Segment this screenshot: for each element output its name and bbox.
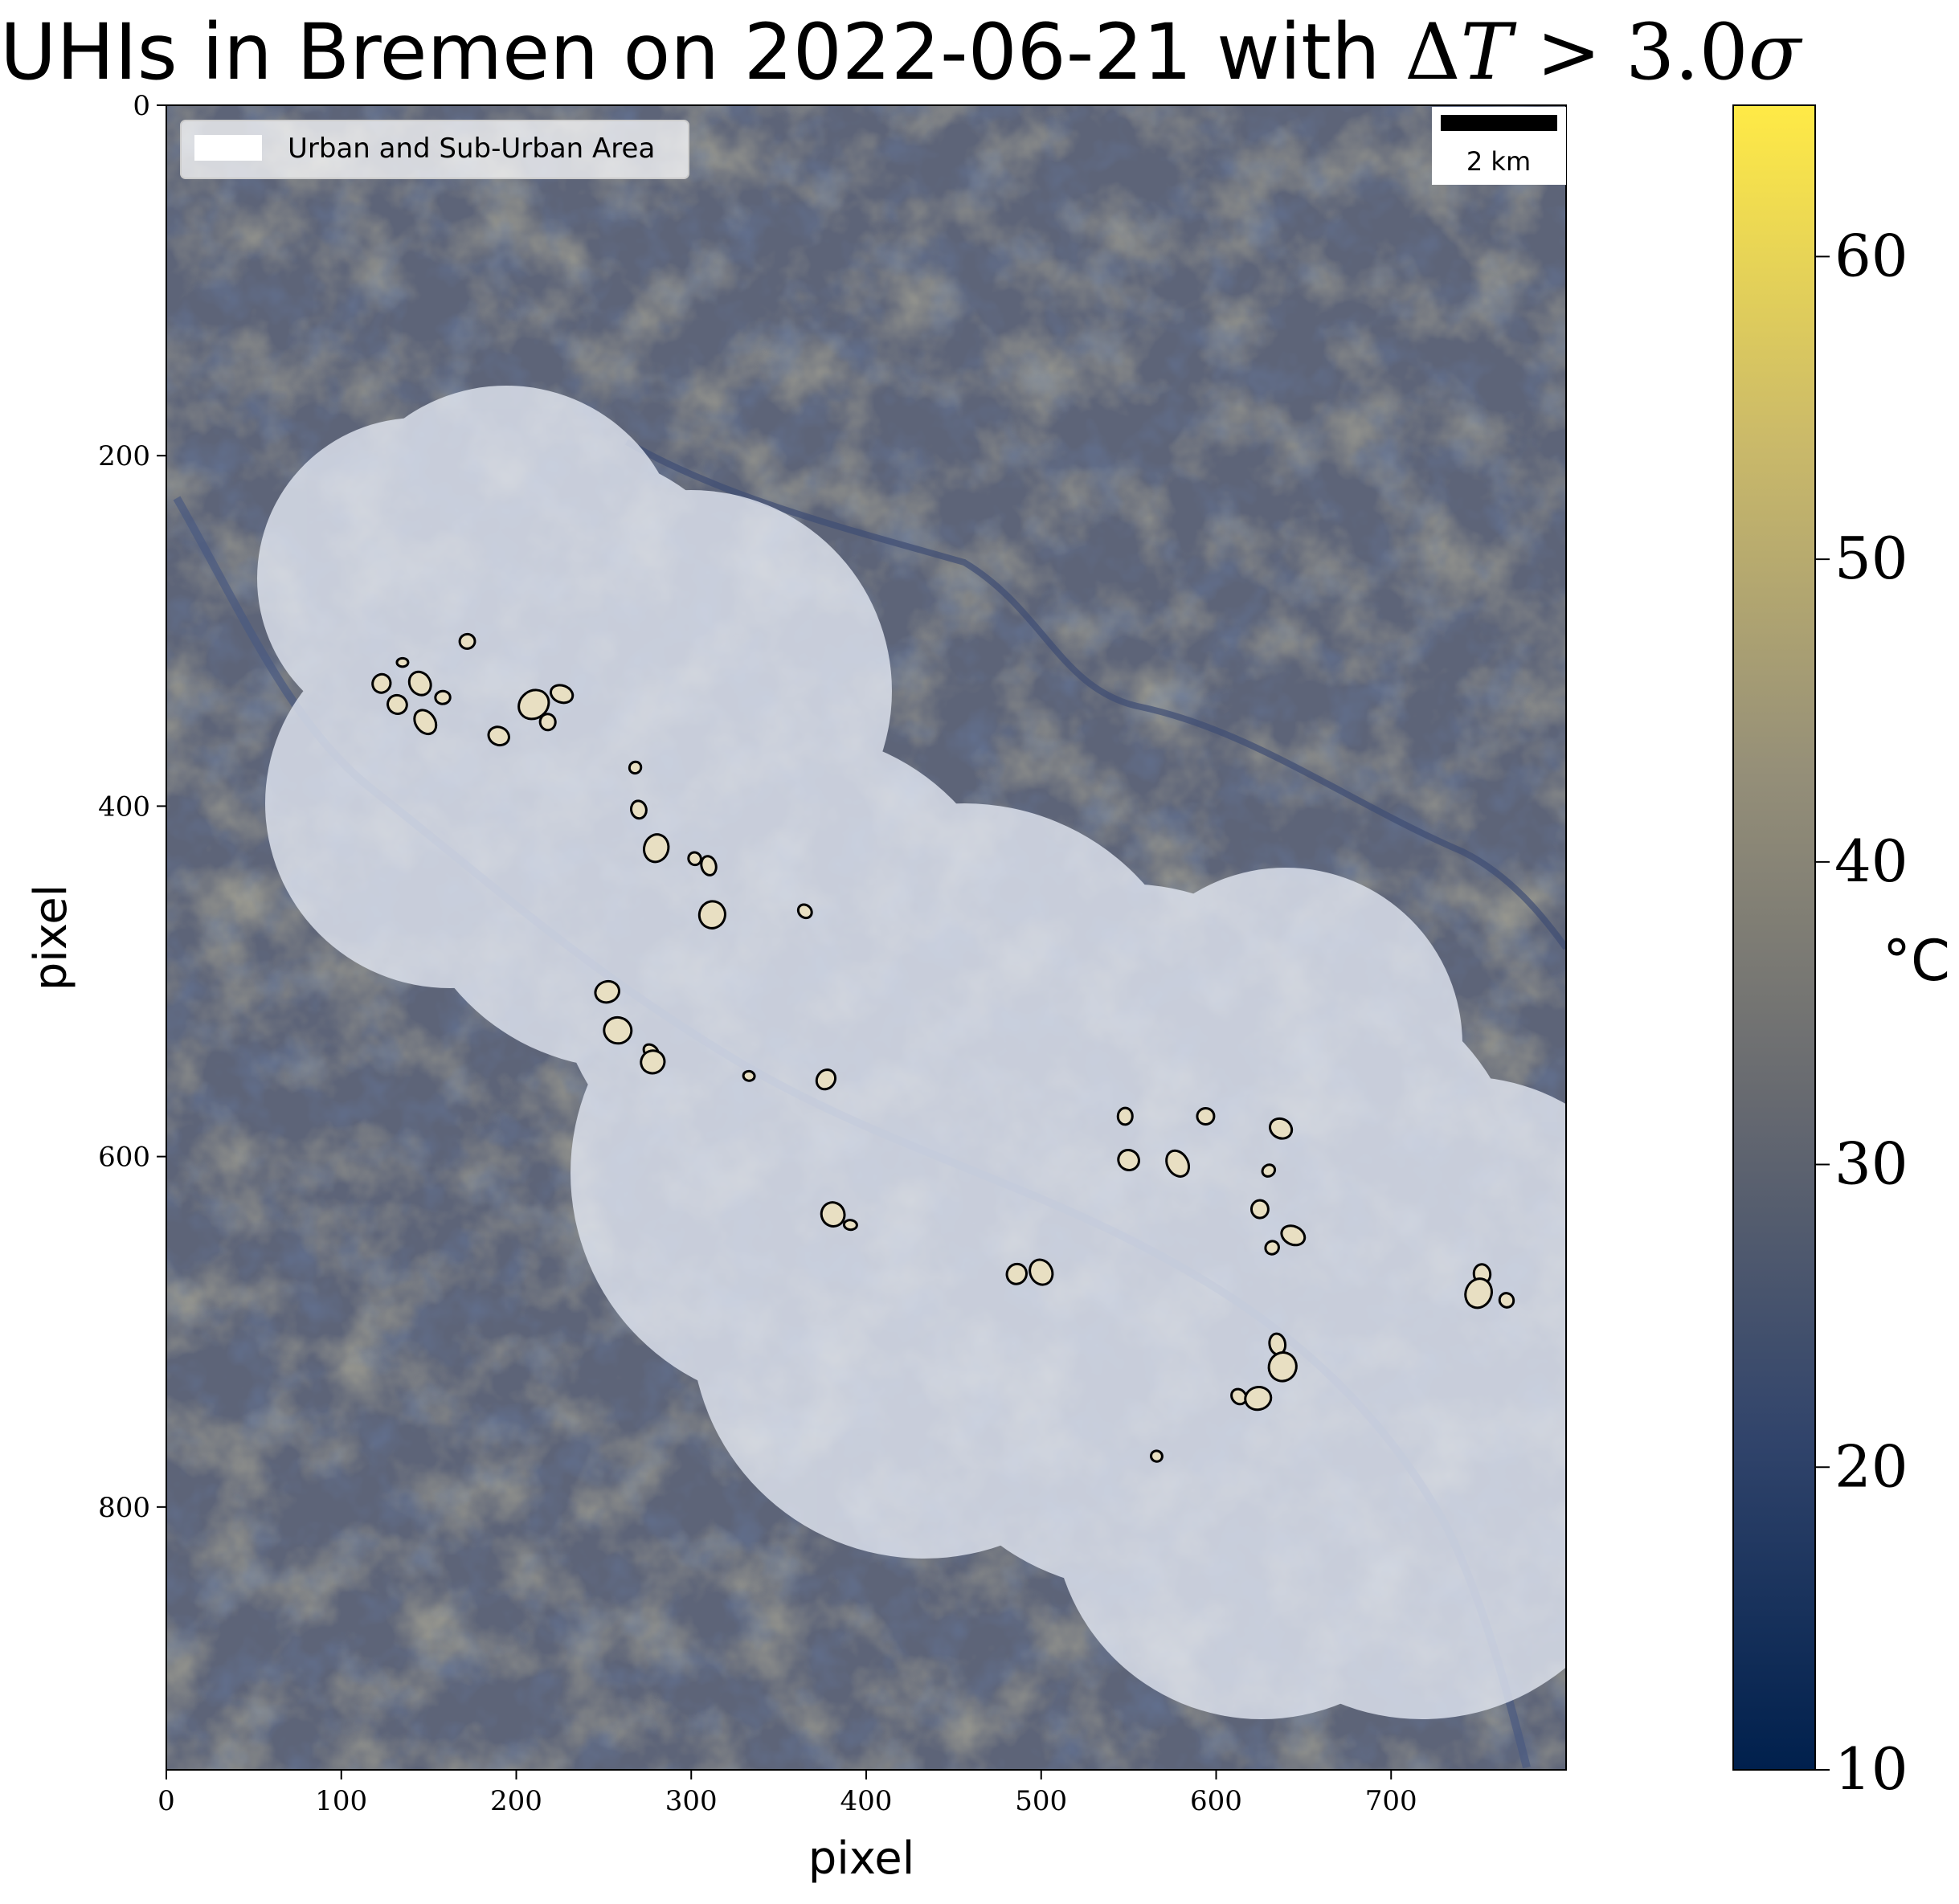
uhi-polygon: [796, 903, 813, 920]
colorbar-tick-label: 60: [1834, 222, 1908, 289]
chart-title: UHIs in Bremen on 2022-06-21 with ΔT > 3…: [0, 7, 1801, 97]
scale-bar: 2 km: [1432, 107, 1566, 185]
legend: Urban and Sub-Urban Area: [180, 120, 689, 179]
uhi-polygon: [538, 713, 557, 732]
legend-swatch: [194, 135, 262, 161]
uhi-polygon: [1029, 1258, 1054, 1286]
y-axis-label: pixel: [25, 885, 77, 991]
uhi-polygon: [1249, 1199, 1270, 1220]
colorbar-label: °C: [1883, 928, 1950, 994]
y-tick-label: 400: [98, 791, 150, 823]
uhi-polygon: [413, 709, 438, 736]
uhi-polygon: [1280, 1224, 1307, 1247]
title-variable: T: [1460, 7, 1512, 97]
uhi-polygon: [407, 670, 432, 697]
title-operator: >: [1511, 7, 1626, 97]
x-tick-label: 600: [1190, 1785, 1242, 1817]
uhi-polygon: [371, 672, 392, 694]
x-tick-label: 300: [665, 1785, 718, 1817]
x-tick-label: 0: [157, 1785, 175, 1817]
uhi-polygon: [1005, 1262, 1028, 1285]
x-tick-label: 200: [490, 1785, 542, 1817]
uhi-polygon: [1269, 1117, 1294, 1140]
legend-label: Urban and Sub-Urban Area: [288, 133, 655, 165]
map-plot-area: [166, 105, 1566, 1770]
y-axis-ticks: 0 200 400 600 800: [98, 90, 166, 1524]
title-sigma: σ: [1748, 7, 1802, 97]
uhi-polygon: [395, 656, 410, 668]
scale-bar-label: 2 km: [1466, 146, 1531, 177]
uhi-polygon: [549, 684, 575, 705]
uhi-polygon: [603, 1015, 633, 1045]
uhi-polygon: [815, 1068, 837, 1091]
title-prefix: UHIs in Bremen on 2022-06-21 with: [0, 7, 1405, 97]
uhi-polygon: [487, 725, 510, 747]
colorbar: 10 20 30 40 50 60 °C: [1732, 104, 1950, 1803]
uhi-polygon: [1261, 1163, 1277, 1178]
x-tick-label: 400: [840, 1785, 893, 1817]
colorbar-ticks: 10 20 30 40 50 60: [1815, 222, 1908, 1803]
colorbar-tick-label: 10: [1834, 1735, 1908, 1803]
x-axis-ticks: 0 100 200 300 400 500 600 700: [157, 1770, 1417, 1817]
uhi-polygon: [1165, 1149, 1191, 1178]
uhi-polygon: [842, 1219, 858, 1232]
uhi-polygon: [1230, 1387, 1248, 1406]
colorbar-tick-label: 50: [1834, 525, 1908, 592]
uhi-polygon: [458, 632, 476, 650]
uhi-polygon: [629, 799, 648, 820]
uhi-polygon: [742, 1069, 756, 1082]
uhi-polygon: [1244, 1386, 1273, 1412]
uhi-polygon: [434, 689, 452, 705]
uhi-polygon: [386, 693, 408, 715]
uhi-polygon: [700, 855, 718, 876]
uhi-polygon: [640, 1049, 666, 1075]
y-tick-label: 200: [98, 440, 150, 472]
colorbar-gradient: [1732, 104, 1816, 1771]
uhi-polygons: [371, 632, 1515, 1463]
colorbar-tick-label: 40: [1834, 827, 1908, 895]
uhi-polygon: [1149, 1449, 1164, 1463]
uhi-polygon: [1196, 1106, 1216, 1126]
uhi-polygon: [628, 760, 643, 775]
title-value: 3.0: [1626, 7, 1748, 97]
y-tick-label: 800: [98, 1492, 150, 1524]
colorbar-tick-label: 20: [1834, 1432, 1908, 1500]
uhi-polygon: [642, 833, 670, 864]
uhi-polygon: [1267, 1351, 1298, 1383]
uhi-polygon: [1498, 1292, 1515, 1309]
uhi-polygon: [697, 900, 726, 930]
legend-box: [180, 120, 689, 179]
river-wuemme: [624, 439, 1566, 950]
uhi-polygon: [1117, 1148, 1140, 1172]
scale-bar-line: [1441, 115, 1557, 131]
urban-suburban-area: [257, 386, 1566, 1719]
y-tick-label: 600: [98, 1142, 150, 1174]
uhi-polygon: [594, 979, 621, 1004]
uhi-polygon: [1264, 1240, 1280, 1256]
title-delta: Δ: [1405, 7, 1461, 97]
colorbar-tick-label: 30: [1834, 1130, 1908, 1198]
x-axis-label: pixel: [808, 1832, 915, 1885]
uhi-polygon: [820, 1201, 846, 1228]
y-tick-label: 0: [133, 90, 150, 122]
x-tick-label: 100: [315, 1785, 367, 1817]
x-tick-label: 500: [1015, 1785, 1067, 1817]
x-tick-label: 700: [1365, 1785, 1417, 1817]
uhi-polygon: [1464, 1277, 1493, 1310]
uhi-polygon: [687, 851, 702, 867]
uhi-polygon: [1116, 1106, 1134, 1126]
